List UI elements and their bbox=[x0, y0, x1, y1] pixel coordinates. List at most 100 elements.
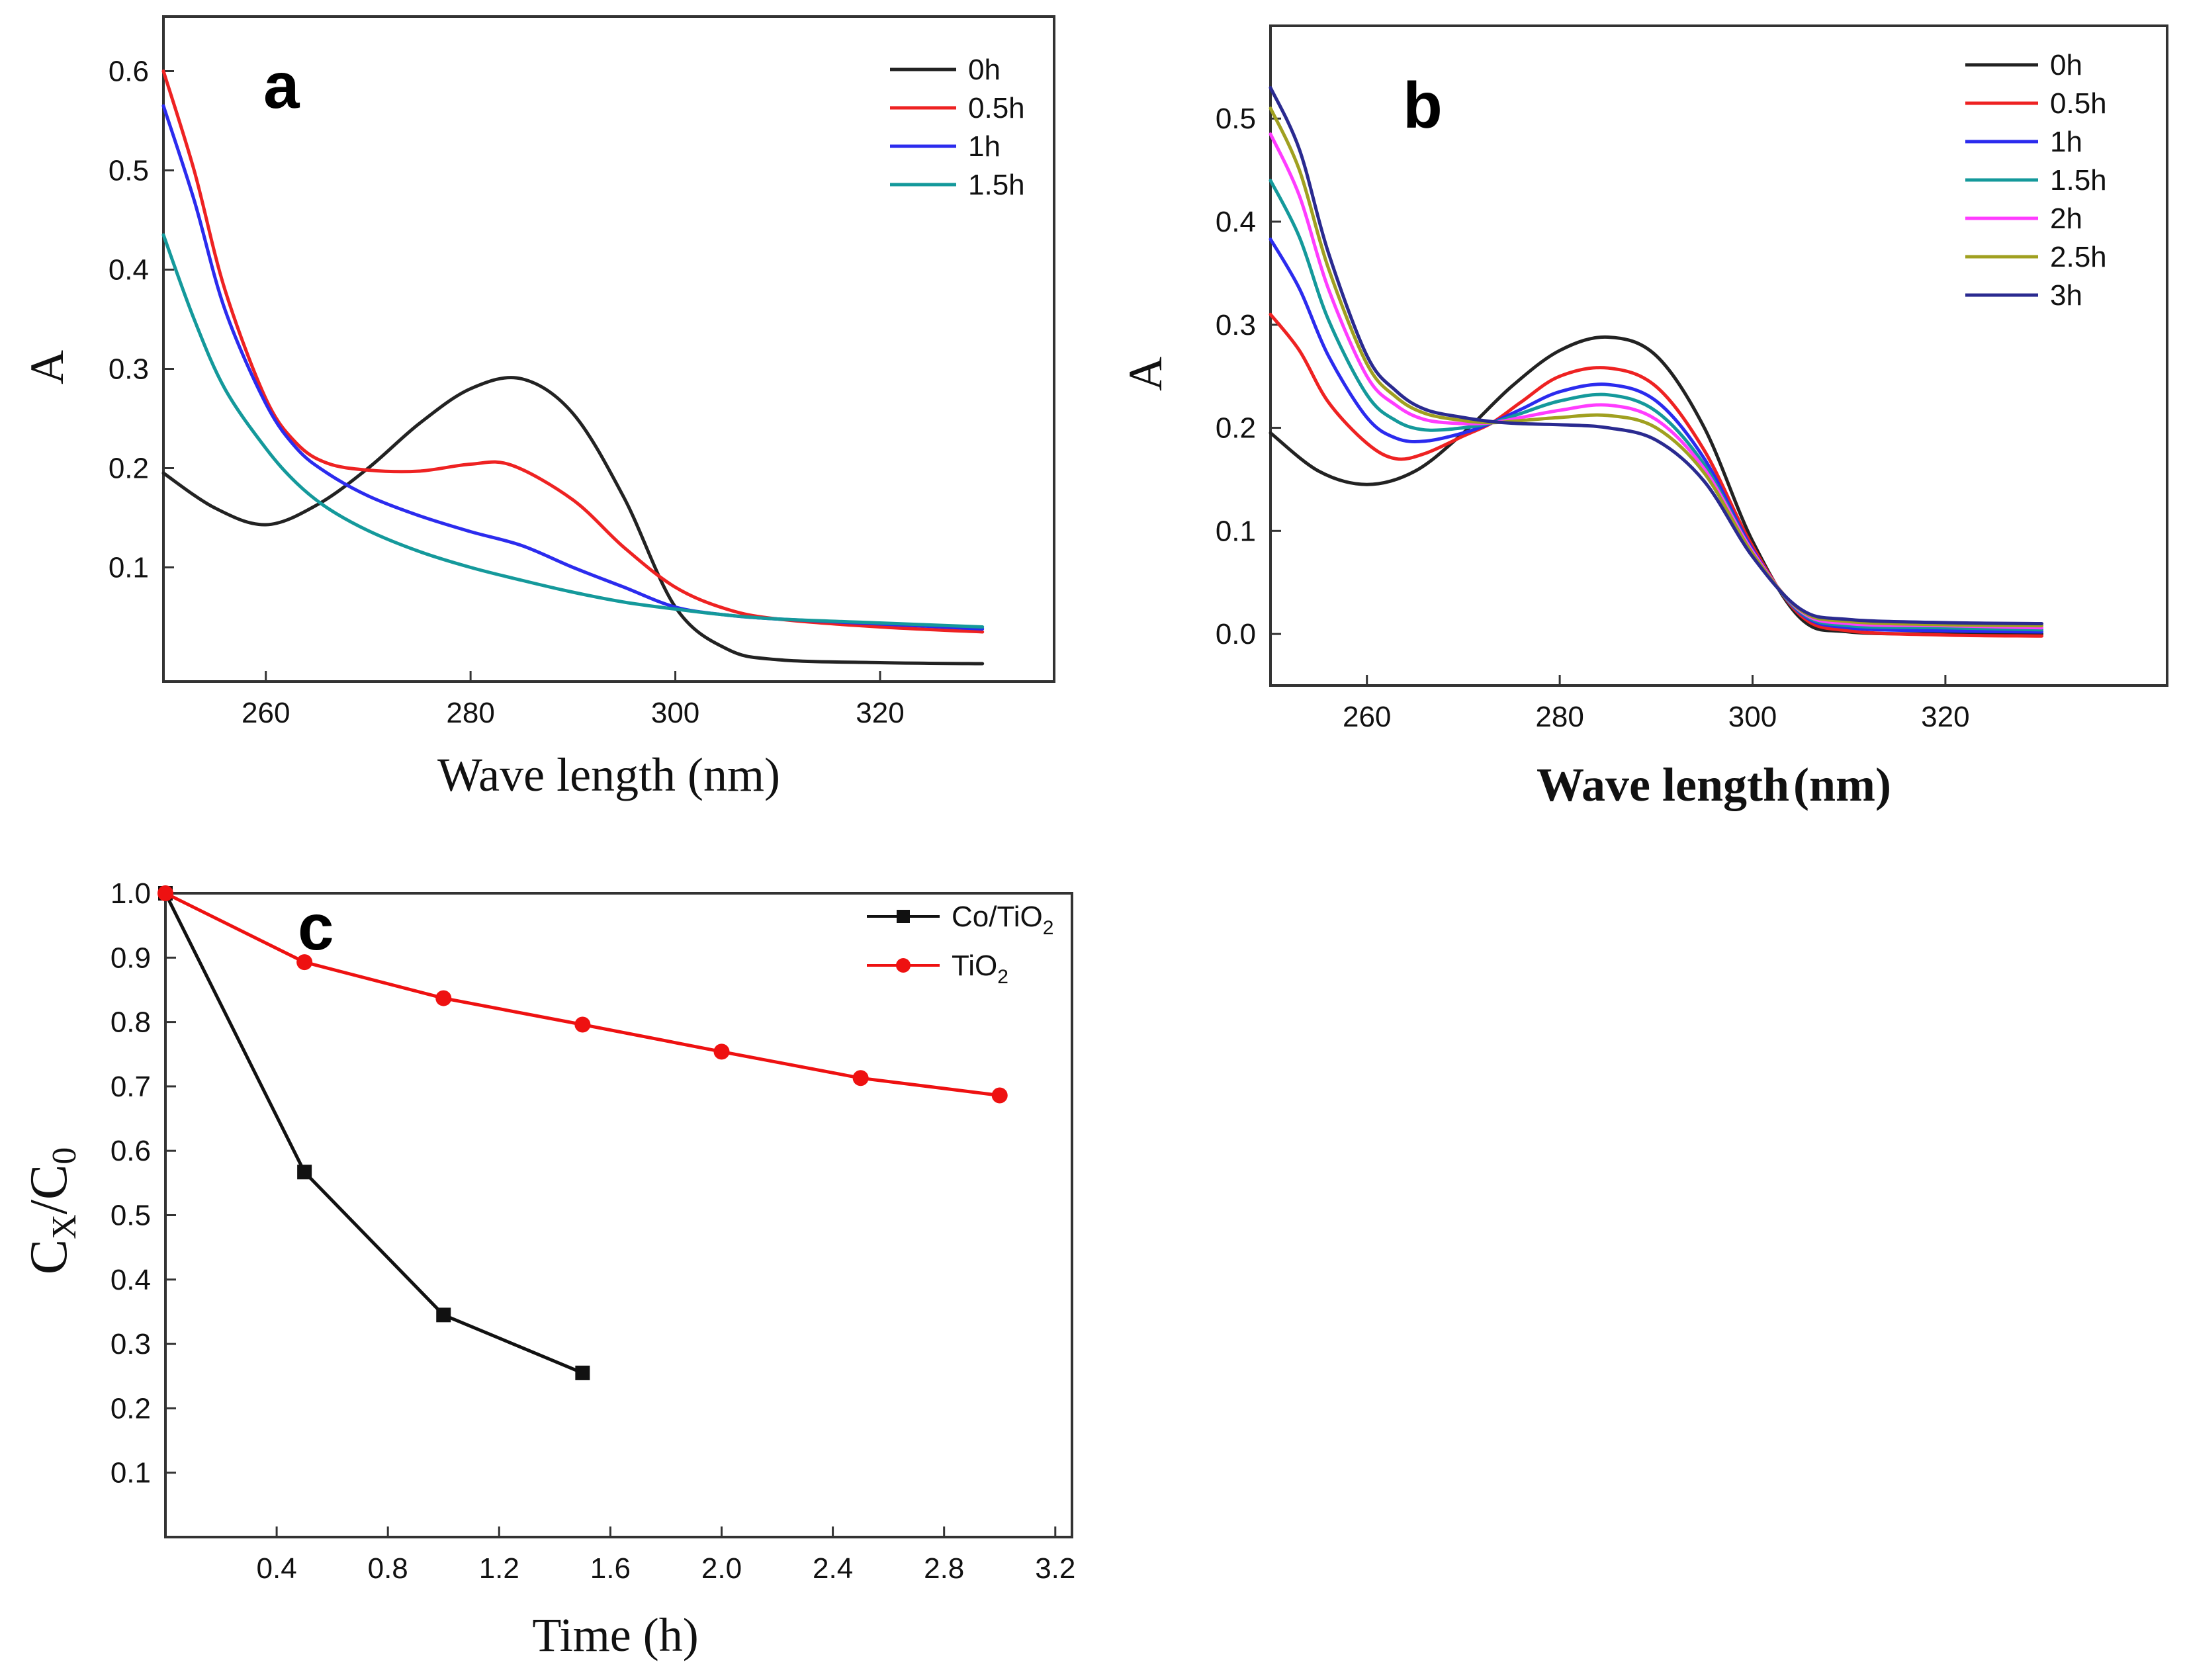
panel-b-letter: b bbox=[1403, 69, 1443, 142]
panel-b-series-4-curve bbox=[1269, 132, 2044, 630]
panel-c-y-tick-label: 0.2 bbox=[111, 1392, 151, 1425]
panel-b-legend-label-text: 1h bbox=[2050, 126, 2082, 158]
panel-b-series-5-curve bbox=[1269, 107, 2044, 628]
panel-b-series-1-curve bbox=[1269, 312, 2044, 638]
panel-b-x-axis-unit: (nm) bbox=[1793, 758, 1891, 811]
panel-c-y-axis-title: CX/C0 bbox=[20, 1147, 83, 1275]
panel-b-legend-label-text: 0h bbox=[2050, 49, 2082, 81]
panel-c-curves bbox=[157, 885, 1008, 1380]
panel-a-series-3-curve bbox=[161, 233, 985, 629]
panel-a-legend-label: 1.5h bbox=[968, 169, 1025, 201]
panel-a-legend-label: 0h bbox=[968, 54, 1001, 86]
panel-c-legend-label-text: TiO bbox=[952, 950, 997, 982]
panel-b-legend-label: 2h bbox=[2050, 202, 2082, 235]
panel-a-y-tick-label: 0.1 bbox=[109, 552, 149, 584]
panel-a-legend-label: 0.5h bbox=[968, 92, 1025, 124]
panel-c-legend-label-sub: 2 bbox=[1043, 917, 1054, 939]
panel-b-legend-label-text: 2h bbox=[2050, 202, 2082, 235]
panel-b-y-tick-label: 0.3 bbox=[1216, 309, 1256, 341]
panel-b-series-2-curve bbox=[1269, 238, 2044, 634]
panel-c-legend-label-text: Co/TiO bbox=[952, 901, 1043, 933]
panel-a-legend-label-text: 0h bbox=[968, 54, 1001, 86]
panel-c-series-1-point bbox=[991, 1087, 1008, 1104]
panel-a-ticks: 260 280 300 320 0.1 0.2 0.3 0.4 0.5 0.6 bbox=[109, 56, 905, 730]
panel-b-curves bbox=[1269, 86, 2044, 638]
panel-b-legend-label-text: 0.5h bbox=[2050, 87, 2107, 120]
panel-b-legend-label-text: 3h bbox=[2050, 279, 2082, 312]
panel-a-legend-label-text: 0.5h bbox=[968, 92, 1025, 124]
panel-c-ticks: 0.4 0.8 1.2 1.6 2.0 2.4 2.8 3.2 0.1 0.2 0.3 0.4 0.5 0… bbox=[111, 877, 1076, 1585]
panel-c-x-tick-label: 2.4 bbox=[813, 1552, 853, 1585]
panel-a-legend-label: 1h bbox=[968, 130, 1001, 163]
panel-c-series-1-point bbox=[713, 1043, 730, 1060]
panel-a-y-tick-label: 0.5 bbox=[109, 155, 149, 187]
panel-b-y-axis-title: A bbox=[1119, 357, 1172, 391]
panel-b-series-6-curve bbox=[1269, 86, 2044, 625]
panel-c-legend-marker bbox=[897, 910, 910, 923]
panel-c: c Time (h) CX/C0 0.4 0.8 1.2 1.6 2.0 2.4 2.8 3.… bbox=[20, 877, 1075, 1661]
panel-b-x-tick-label: 260 bbox=[1343, 701, 1391, 733]
panel-a-series-0-curve bbox=[161, 376, 985, 666]
panel-c-y-title-sub-0: 0 bbox=[46, 1147, 83, 1165]
panel-a-curves bbox=[161, 69, 985, 666]
panel-c-y-tick-label: 0.3 bbox=[111, 1328, 151, 1360]
panel-b-x-axis-title: Wave length(nm) bbox=[1537, 758, 1891, 811]
panel-a-legend-label-text: 1.5h bbox=[968, 169, 1025, 201]
panel-c-y-tick-label: 0.1 bbox=[111, 1457, 151, 1489]
panel-a-axes-frame bbox=[162, 15, 1055, 683]
panel-a-y-tick-label: 0.2 bbox=[109, 453, 149, 485]
panel-b-legend-label-text: 2.5h bbox=[2050, 241, 2107, 273]
panel-c-x-tick-label: 0.4 bbox=[257, 1552, 297, 1585]
panel-c-legend-label: TiO2 bbox=[952, 950, 1008, 988]
panel-c-x-axis-title: Time (h) bbox=[532, 1609, 698, 1661]
panel-c-y-title-sub-x: X bbox=[46, 1214, 83, 1239]
panel-b-y-tick-label: 0.1 bbox=[1216, 515, 1256, 547]
panel-c-legend-marker bbox=[896, 958, 911, 973]
panel-b-x-tick-label: 320 bbox=[1921, 701, 1969, 733]
panel-c-x-tick-label: 2.8 bbox=[924, 1552, 964, 1585]
panel-c-legend-label-sub: 2 bbox=[997, 966, 1008, 988]
panel-c-y-tick-label: 0.5 bbox=[111, 1200, 151, 1232]
panel-c-series-0-line bbox=[163, 891, 584, 1375]
panel-b-series-3-curve bbox=[1269, 179, 2044, 632]
panel-c-series-1-point bbox=[852, 1070, 869, 1086]
panel-c-series-0-point bbox=[575, 1365, 590, 1380]
panel-b-legend-label: 1h bbox=[2050, 126, 2082, 158]
panel-b-legend-label-text: 1.5h bbox=[2050, 164, 2107, 197]
panel-a-y-tick-label: 0.4 bbox=[109, 254, 149, 287]
panel-a-y-tick-label: 0.3 bbox=[109, 353, 149, 386]
panel-b-y-tick-label: 0.4 bbox=[1216, 206, 1256, 238]
panel-a-legend-label-text: 1h bbox=[968, 130, 1001, 163]
panel-a-y-axis-title: A bbox=[21, 350, 73, 384]
panel-b-x-tick-label: 300 bbox=[1728, 701, 1777, 733]
panel-c-x-tick-label: 3.2 bbox=[1035, 1552, 1075, 1585]
panel-b-legend-label: 0h bbox=[2050, 49, 2082, 81]
panel-a-x-tick-label: 280 bbox=[446, 697, 494, 729]
panel-c-x-tick-label: 2.0 bbox=[701, 1552, 742, 1585]
panel-b-legend-label: 3h bbox=[2050, 279, 2082, 312]
panel-b-x-axis-title-text: Wave length bbox=[1537, 758, 1789, 811]
panel-c-y-title-slash-c: /C bbox=[20, 1165, 78, 1215]
panel-c-x-tick-label: 1.6 bbox=[590, 1552, 631, 1585]
panel-c-series-1-point bbox=[574, 1016, 591, 1033]
panel-b-y-tick-label: 0.2 bbox=[1216, 412, 1256, 445]
panel-c-series-0-point bbox=[297, 1165, 312, 1180]
panel-c-series-1-point bbox=[296, 954, 313, 971]
panel-a-x-tick-label: 300 bbox=[651, 697, 699, 729]
panel-c-y-tick-label: 1.0 bbox=[111, 877, 151, 910]
panel-a: a Wave length (nm) A 260 280 300 320 0.1 0.2 0… bbox=[21, 15, 1055, 801]
panel-c-y-tick-label: 0.7 bbox=[111, 1071, 151, 1103]
panel-c-series-0-point bbox=[436, 1307, 451, 1323]
panel-c-y-tick-label: 0.6 bbox=[111, 1135, 151, 1167]
panel-b-legend-label: 2.5h bbox=[2050, 241, 2107, 273]
panel-c-letter: c bbox=[298, 891, 334, 963]
panel-c-series-1-point bbox=[435, 990, 452, 1006]
panel-a-x-tick-label: 260 bbox=[242, 697, 290, 729]
panel-c-y-title-c: C bbox=[20, 1239, 78, 1274]
panel-a-legend: 0h 0.5h 1h 1.5h bbox=[890, 54, 1025, 201]
panel-a-y-tick-label: 0.6 bbox=[109, 56, 149, 88]
panel-c-x-tick-label: 1.2 bbox=[479, 1552, 519, 1585]
panel-b-legend-label: 0.5h bbox=[2050, 87, 2107, 120]
